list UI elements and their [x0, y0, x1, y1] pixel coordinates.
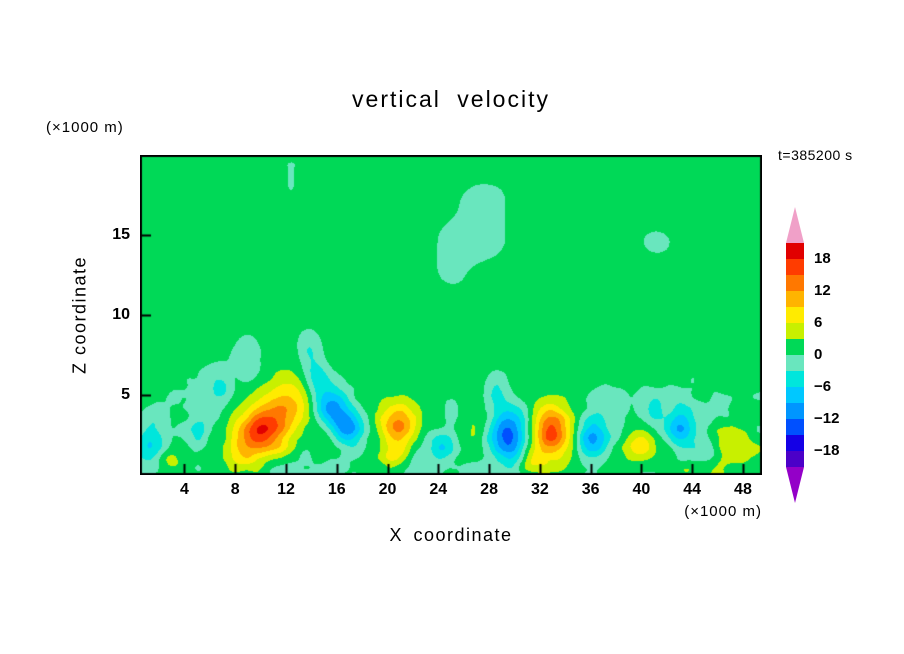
- x-tick-label: 36: [581, 481, 600, 498]
- y-axis-label: Z coordinate: [69, 255, 90, 375]
- x-tick-label: 20: [378, 481, 397, 498]
- y-axis-unit: (×1000 m): [46, 119, 124, 136]
- colorbar-label: −12: [814, 410, 840, 427]
- contour-canvas: [140, 155, 762, 475]
- colorbar-segment: [786, 243, 804, 259]
- colorbar-segment: [786, 403, 804, 419]
- colorbar-label: 18: [814, 250, 831, 267]
- colorbar-arrow-top: [786, 207, 804, 243]
- x-tick-label: 4: [179, 481, 189, 498]
- colorbar-segment: [786, 339, 804, 355]
- colorbar-segment: [786, 435, 804, 451]
- y-tick-label: 15: [112, 226, 130, 243]
- x-tick-label: 24: [429, 481, 448, 498]
- colorbar-segment: [786, 387, 804, 403]
- y-tick-label: 10: [112, 306, 130, 323]
- x-tick-label: 12: [277, 481, 295, 498]
- x-tick-label: 48: [734, 481, 752, 498]
- x-axis-label: X coordinate: [389, 525, 513, 545]
- timestamp-label: t=385200 s: [778, 147, 853, 163]
- colorbar-segment: [786, 291, 804, 307]
- x-tick-label: 44: [683, 481, 702, 498]
- colorbar-label: −18: [814, 442, 840, 459]
- x-tick-label: 8: [230, 481, 240, 498]
- x-tick-label: 28: [480, 481, 498, 498]
- colorbar-label: −6: [814, 378, 832, 395]
- colorbar-arrow-bottom: [786, 467, 804, 503]
- colorbar-segment: [786, 371, 804, 387]
- colorbar-label: 6: [814, 314, 823, 331]
- x-tick-label: 16: [327, 481, 346, 498]
- colorbar-segment: [786, 419, 804, 435]
- colorbar-segment: [786, 323, 804, 339]
- colorbar-label: 12: [814, 282, 831, 299]
- colorbar-segment: [786, 355, 804, 371]
- x-tick-label: 40: [632, 481, 651, 498]
- x-axis-unit: (×1000 m): [684, 503, 762, 520]
- x-tick-label: 32: [530, 481, 549, 498]
- colorbar-label: 0: [814, 346, 823, 363]
- y-tick-label: 5: [121, 386, 130, 403]
- chart-title: vertical velocity: [352, 86, 550, 112]
- colorbar-segment: [786, 451, 804, 467]
- colorbar-segment: [786, 259, 804, 275]
- colorbar-segment: [786, 275, 804, 291]
- colorbar-segment: [786, 307, 804, 323]
- colorbar: 18 12 6 0 −6 −12 −18: [786, 207, 858, 503]
